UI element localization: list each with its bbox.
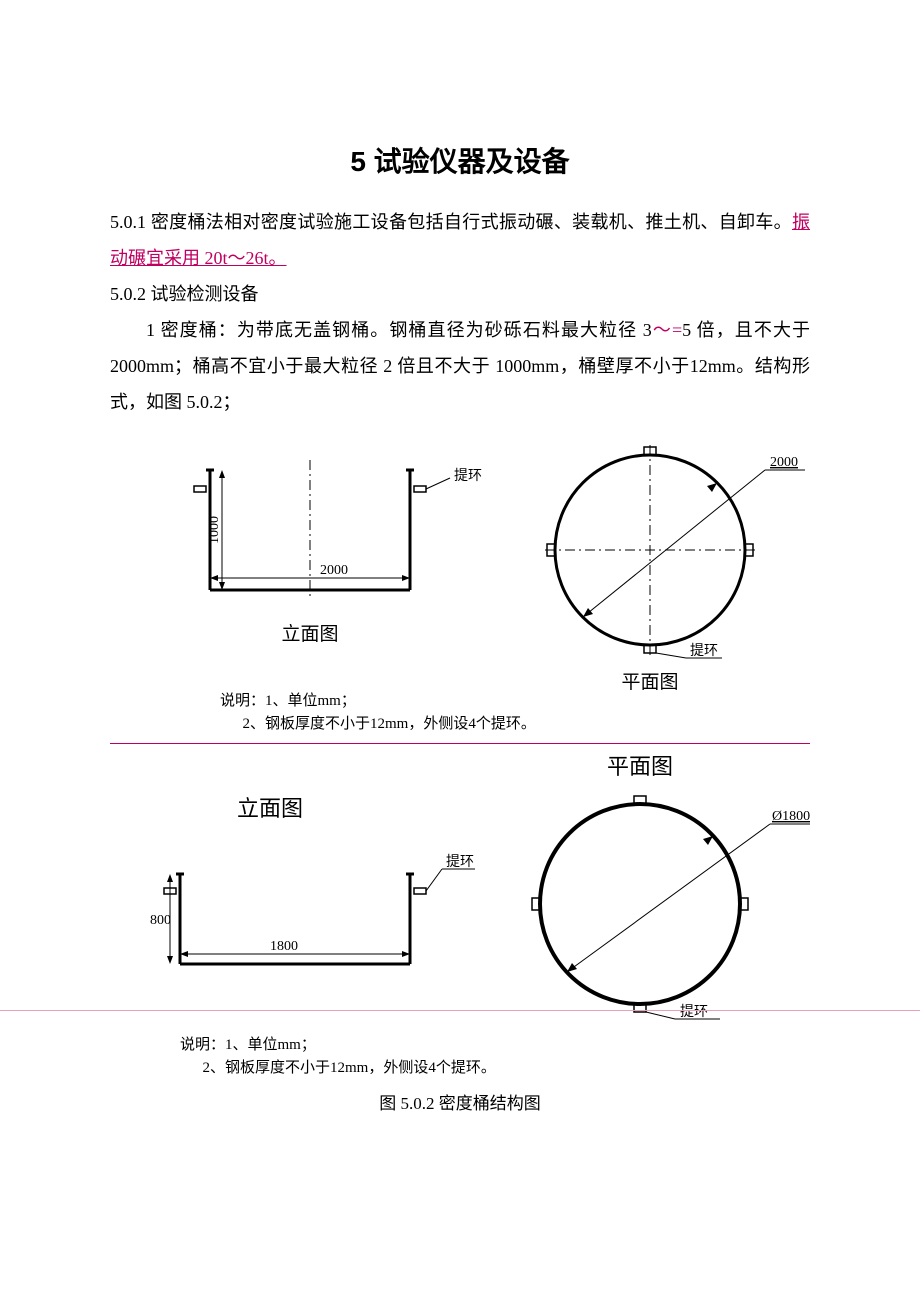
- plan-drawing: 2000 提环: [545, 445, 805, 659]
- note1-2: 1、单位mm；: [225, 1037, 316, 1053]
- dia-dim-2: Ø1800: [772, 809, 810, 824]
- note-prefix-2: 说明：: [180, 1037, 225, 1053]
- ring-label-2b: 提环: [680, 1004, 708, 1020]
- figure-1-notes: 说明：1、单位mm； 2、钢板厚度不小于12mm，外侧设4个提环。: [220, 690, 810, 735]
- figure-1: 提环 1000 2000 立面图: [110, 430, 810, 735]
- note2-1: 2、钢板厚度不小于12mm，外侧设4个提环。: [243, 716, 536, 732]
- height-dim-2: 800: [150, 913, 171, 928]
- figure-2-svg: 平面图 立面图 提环 800: [110, 754, 810, 1034]
- para-5-0-1: 5.0.1 密度桶法相对密度试验施工设备包括自行式振动碾、装载机、推土机、自卸车…: [110, 204, 810, 276]
- ring-label-1b: 提环: [690, 643, 718, 659]
- para-5-0-2: 5.0.2 试验检测设备: [110, 276, 810, 312]
- revision-divider: [110, 743, 810, 744]
- ring-label-2: 提环: [446, 854, 474, 870]
- note2-2: 2、钢板厚度不小于12mm，外侧设4个提环。: [203, 1060, 496, 1076]
- plan-drawing-2: Ø1800 提环: [532, 796, 810, 1020]
- note1-1: 1、单位mm；: [265, 693, 356, 709]
- ring-label-1: 提环: [454, 468, 482, 484]
- para-item-1-rev: ～=: [652, 320, 682, 340]
- plan-label-1: 平面图: [621, 672, 678, 690]
- elevation-label-2: 立面图: [237, 796, 303, 821]
- figure-caption: 图 5.0.2 密度桶结构图: [110, 1089, 810, 1114]
- para-5-0-1-text: 5.0.1 密度桶法相对密度试验施工设备包括自行式振动碾、装载机、推土机、自卸车…: [110, 212, 792, 232]
- revision-hline: [0, 1010, 920, 1011]
- figure-1-svg: 提环 1000 2000 立面图: [110, 430, 810, 690]
- dia-dim-1: 2000: [770, 455, 798, 470]
- section-title: 5 试验仪器及设备: [110, 140, 810, 180]
- plan-label-2: 平面图: [607, 754, 673, 779]
- para-item-1-a: 1 密度桶：为带底无盖钢桶。钢桶直径为砂砾石料最大粒径 3: [146, 320, 652, 340]
- elevation-label-1: 立面图: [281, 623, 338, 645]
- width-dim-2: 1800: [270, 939, 298, 954]
- width-dim-1: 2000: [320, 563, 348, 578]
- height-dim-1: 1000: [207, 516, 222, 544]
- figure-2-notes: 说明：1、单位mm； 2、钢板厚度不小于12mm，外侧设4个提环。: [180, 1034, 810, 1079]
- document-page: 5 试验仪器及设备 5.0.1 密度桶法相对密度试验施工设备包括自行式振动碾、装…: [0, 0, 920, 1302]
- para-item-1: 1 密度桶：为带底无盖钢桶。钢桶直径为砂砾石料最大粒径 3～=5 倍，且不大于 …: [110, 312, 810, 420]
- elevation-drawing-2: 提环 800 1800: [150, 854, 475, 964]
- figure-2: 平面图 立面图 提环 800: [110, 754, 810, 1079]
- elevation-drawing: 提环 1000 2000: [194, 460, 482, 600]
- note-prefix-1: 说明：: [220, 693, 265, 709]
